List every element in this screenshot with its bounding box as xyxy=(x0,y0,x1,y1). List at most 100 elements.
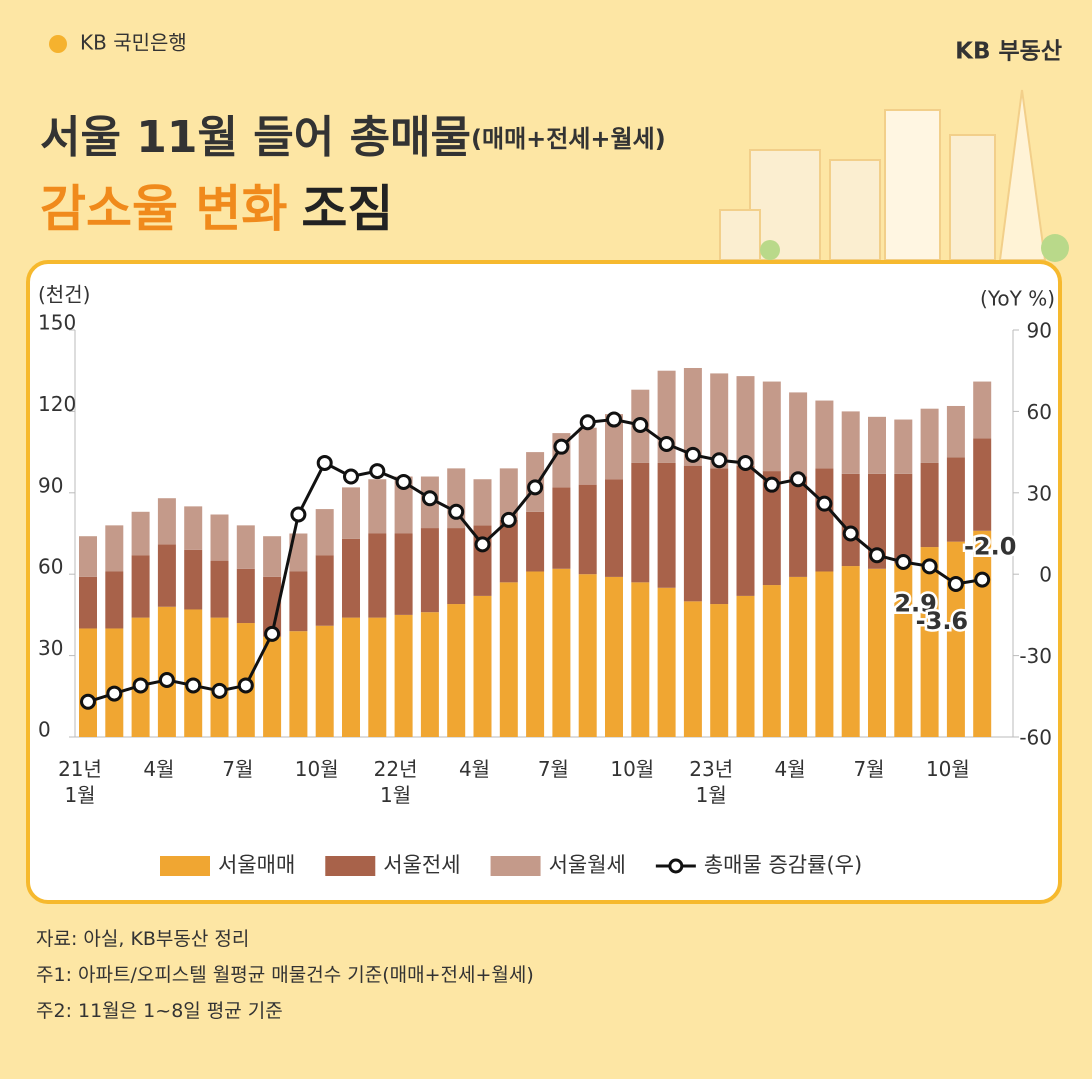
line-marker xyxy=(80,693,96,710)
bar-segment xyxy=(499,582,518,737)
bar-segment xyxy=(789,392,808,477)
y2-tick-label: 60 xyxy=(1027,400,1052,424)
bar-segment xyxy=(289,571,308,632)
bar-segment xyxy=(578,574,597,737)
bar-segment xyxy=(631,462,650,583)
bar-segment xyxy=(683,465,702,602)
bar-segment xyxy=(789,476,808,577)
x-tick-label: 7월 xyxy=(853,757,885,781)
bar-segment xyxy=(894,473,913,564)
line-marker xyxy=(684,446,701,463)
line-marker xyxy=(895,553,912,570)
bar-segment xyxy=(946,541,965,737)
bar-segment xyxy=(394,533,413,615)
y2-tick-label: 0 xyxy=(1039,563,1052,587)
line-marker xyxy=(448,503,465,520)
bar-segment xyxy=(263,536,282,577)
bar-segment xyxy=(815,400,834,469)
bar-segment xyxy=(342,538,360,618)
bar-segment xyxy=(920,408,939,463)
bar-segment xyxy=(289,631,308,737)
bar-segment xyxy=(973,438,992,531)
bar-segment xyxy=(578,427,597,485)
footnote: 주1: 아파트/오피스텔 월평균 매물건수 기준(매매+전세+월세) xyxy=(36,964,534,986)
bar-segment xyxy=(447,604,466,737)
city-illustration xyxy=(719,89,1069,262)
line-marker xyxy=(474,536,491,553)
bar-segment xyxy=(157,606,176,737)
y-tick-label: 60 xyxy=(38,555,63,579)
line-marker xyxy=(711,452,728,469)
bar-segment xyxy=(105,628,124,737)
y2-axis-title: (YoY %) xyxy=(980,287,1055,311)
bar-segment xyxy=(552,487,571,569)
line-marker xyxy=(500,511,517,528)
bar-segment xyxy=(131,617,150,737)
y-axis-title: (천건) xyxy=(38,283,90,307)
bar-segment xyxy=(946,405,965,458)
bar-segment xyxy=(710,373,729,469)
bar-segment xyxy=(131,555,150,618)
line-marker xyxy=(264,625,281,642)
data-label: -3.6 xyxy=(916,607,968,635)
bar-segment xyxy=(315,509,334,556)
bar-segment xyxy=(499,519,518,583)
bar-segment xyxy=(868,568,886,737)
bar-segment xyxy=(920,462,939,548)
bar-segment xyxy=(79,576,97,629)
legend-swatch xyxy=(160,856,210,876)
title-rest: 조짐 xyxy=(301,180,393,238)
line-marker xyxy=(606,411,622,428)
line-marker xyxy=(290,506,307,523)
bar-segment xyxy=(605,479,623,577)
x-tick-label: 10월 xyxy=(294,757,339,781)
bar-segment xyxy=(184,549,203,610)
bar-segment xyxy=(526,511,545,572)
line-marker xyxy=(395,473,412,490)
bar-segment xyxy=(263,636,282,737)
line-marker xyxy=(816,495,833,512)
bar-segment xyxy=(368,479,387,534)
line-marker xyxy=(947,575,964,592)
bar-segment xyxy=(473,595,492,737)
bar-segment xyxy=(184,609,203,737)
line-marker xyxy=(185,677,202,694)
bar-segment xyxy=(499,468,518,520)
bar-segment xyxy=(210,617,229,737)
line-marker xyxy=(658,435,675,452)
data-label: -2.0 xyxy=(964,533,1016,561)
line-marker xyxy=(842,525,859,542)
line-marker xyxy=(974,571,991,588)
bar-segment xyxy=(946,457,965,542)
x-tick-label: 10월 xyxy=(610,757,655,781)
line-marker xyxy=(527,479,544,496)
bar-segment xyxy=(973,530,992,737)
bar-segment xyxy=(315,625,334,737)
bar-segment xyxy=(657,462,676,588)
title-main: 서울 11월 들어 총매물 xyxy=(40,112,471,163)
brand-left: KB 국민은행 xyxy=(80,31,187,55)
legend-label: 서울매매 xyxy=(218,853,295,877)
line-marker xyxy=(737,454,754,471)
line-marker xyxy=(369,463,386,480)
bar-segment xyxy=(420,528,439,613)
x-tick-label: 22년 1월 xyxy=(373,757,418,807)
bar-segment xyxy=(526,571,545,737)
line-marker xyxy=(553,438,570,455)
bar-segment xyxy=(631,582,650,737)
line-marker xyxy=(921,558,938,575)
y2-tick-label: -60 xyxy=(1019,726,1052,750)
bar-segment xyxy=(368,617,387,737)
bar-segment xyxy=(868,416,886,474)
line-marker xyxy=(763,476,780,493)
bar-segment xyxy=(368,533,387,618)
line-marker xyxy=(316,454,333,471)
bar-segment xyxy=(710,468,729,605)
bar-segment xyxy=(315,555,334,626)
bar-segment xyxy=(815,571,834,737)
line-marker xyxy=(421,490,438,507)
bar-segment xyxy=(79,536,97,577)
bar-segment xyxy=(841,566,860,737)
bar-segment xyxy=(394,614,413,737)
